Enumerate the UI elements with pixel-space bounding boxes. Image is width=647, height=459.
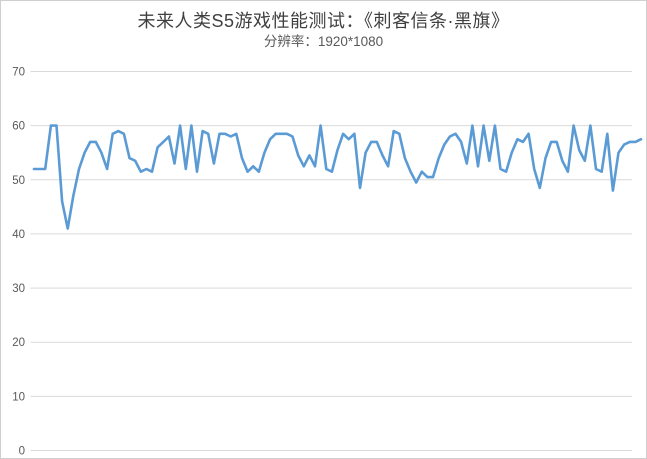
chart-subtitle: 分辨率：1920*1080: [263, 34, 384, 49]
y-axis-tick-label: 70: [12, 67, 25, 79]
y-axis-tick-label: 0: [19, 446, 25, 458]
y-axis-tick-label: 50: [12, 175, 25, 187]
y-axis-tick-label: 30: [12, 283, 25, 295]
chart-title: 未来人类S5游戏性能测试：《刺客信条·黑旗》: [137, 11, 510, 31]
y-axis-tick-label: 20: [12, 337, 25, 349]
y-axis-tick-label: 40: [12, 229, 25, 241]
y-axis-tick-label: 10: [12, 391, 25, 403]
y-axis-tick-label: 60: [12, 121, 25, 133]
fps-line-series: [32, 124, 643, 230]
